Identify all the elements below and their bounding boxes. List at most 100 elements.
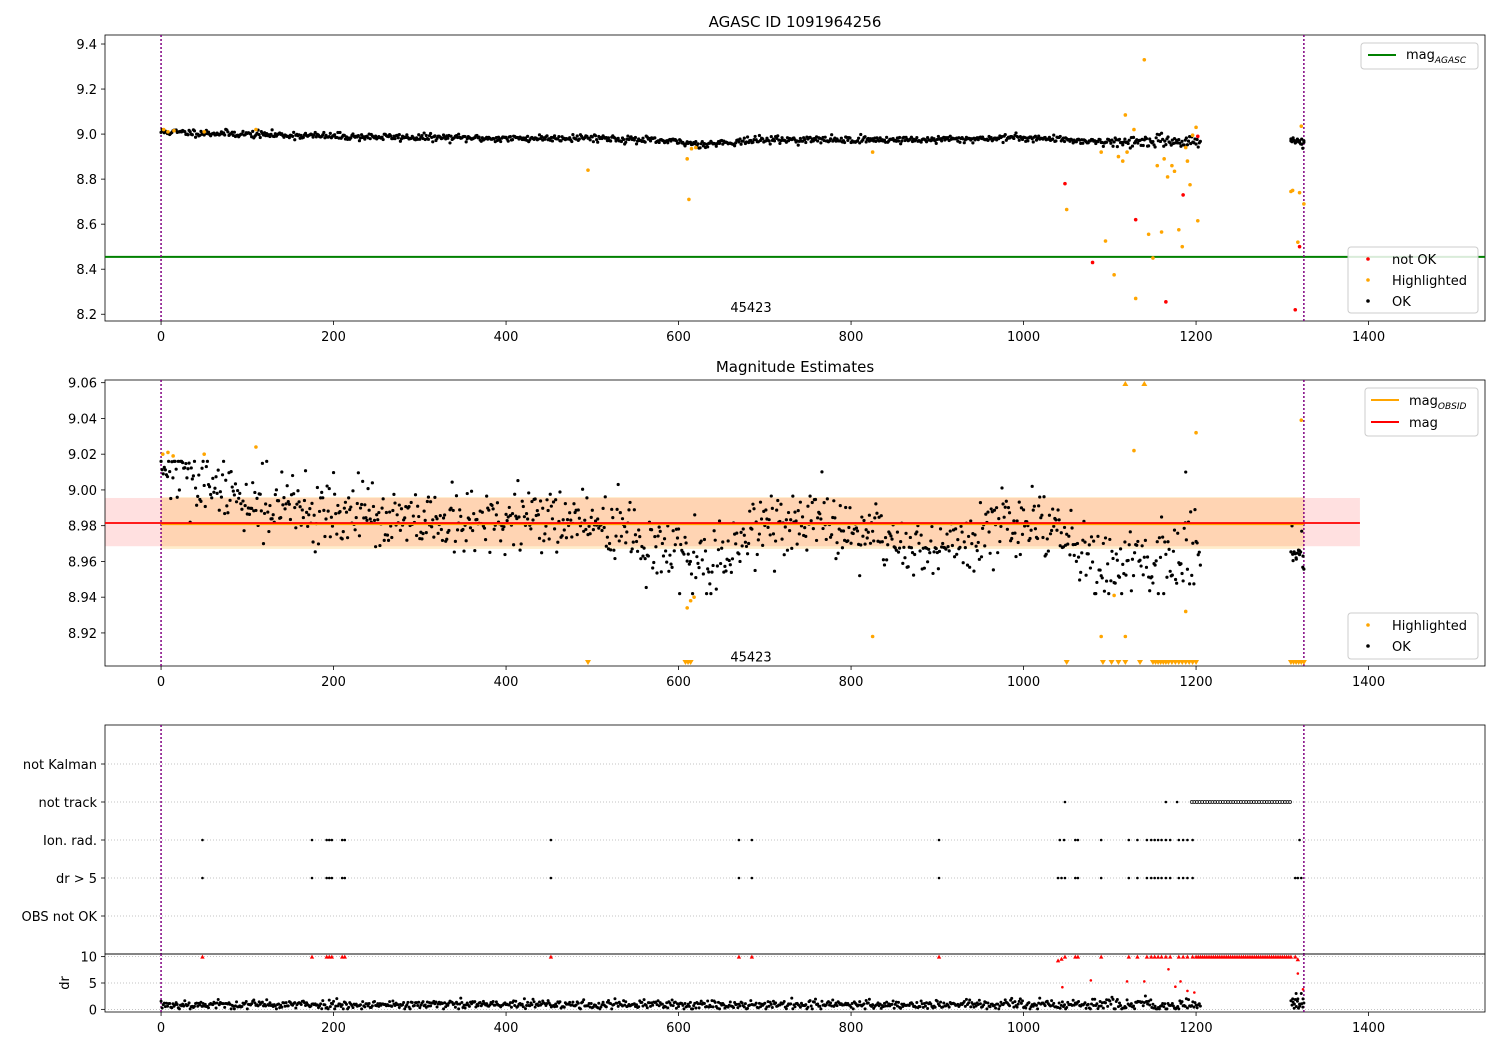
dr-point [686,1002,690,1006]
ok-point [903,556,907,560]
ok-point [955,552,959,556]
ok-point [416,504,420,508]
ok-point [1048,532,1053,536]
dr-point [293,1001,297,1005]
offscale-high-marker [1141,381,1148,386]
dr-point [360,1007,364,1011]
dr-point [1183,1004,1187,1008]
ok-point [1172,528,1177,532]
dr-point [359,1003,363,1007]
ok-point [682,552,686,556]
ok-point [409,500,413,505]
dr-point [1035,1003,1038,1007]
ok-point [637,528,641,532]
ok-point [491,507,495,511]
dr-point [267,1003,271,1007]
ok-point [297,500,301,504]
ok-point [643,140,647,144]
ok-point [619,139,624,144]
ok-point [320,490,324,494]
dr-point [687,1004,691,1008]
ok-point [192,459,197,463]
dr-point [467,1004,471,1008]
ok-point [455,528,460,532]
ok-point [1182,143,1186,147]
ok-point [606,136,611,140]
dr-point [417,1000,421,1004]
ok-point [1109,141,1113,145]
ok-point [864,528,868,532]
ok-point [607,541,612,546]
ok-point [201,459,205,463]
ok-point [737,140,741,144]
ok-point [505,519,509,523]
ok-point [980,526,985,531]
dr-point [892,1006,896,1010]
x-tick-label: 1000 [1007,675,1040,690]
ok-point [290,473,295,478]
flag-point [1181,838,1185,842]
ok-point [328,535,332,539]
ok-point [324,517,328,521]
ok-point [521,504,525,509]
dr-point [728,1000,732,1004]
ok-point [258,492,262,496]
dr-point [769,1002,773,1006]
dr-point [1198,1004,1202,1008]
dr-point [1086,1002,1090,1006]
highlighted-point [1183,145,1188,150]
y-tick-label: 5 [89,977,97,992]
y-tick-label: 10 [80,951,97,966]
ok-point [562,528,566,532]
flag-point [1298,838,1301,842]
ok-point [550,517,555,521]
ok-point [1087,543,1091,547]
flag-point [1164,838,1168,842]
flag-point [1186,876,1189,880]
highlighted-point [1180,244,1185,249]
ok-point [738,559,742,564]
ok-point [1092,539,1096,543]
ok-point [162,465,166,470]
dr-point [183,999,187,1003]
ok-point [420,537,424,541]
ok-point [1181,579,1185,583]
dr-point [770,1006,774,1010]
ok-point [351,489,355,493]
ok-point [783,525,787,529]
ok-point [948,529,952,533]
ok-point [204,464,208,469]
dr-point [1195,1006,1199,1010]
ok-point [714,144,718,148]
ok-point [885,135,889,139]
ok-point [357,139,362,143]
dr-point [578,1007,582,1011]
ok-point [696,142,700,146]
dr-point [738,1004,742,1008]
highlighted-point [1132,127,1136,132]
dr-point [273,1004,277,1008]
y-tick-label: 9.06 [68,377,97,392]
ok-point [385,533,390,537]
ok-point [307,513,311,517]
ok-point [924,140,929,144]
x-tick-label: 1000 [1007,330,1040,345]
ok-point [755,552,759,557]
highlighted-point [1302,202,1306,206]
flag-point [1233,800,1238,804]
ok-point [1107,592,1111,596]
dr-point [878,1002,882,1006]
ok-point [694,576,698,580]
ok-point [587,524,591,528]
offscale-low-marker [1099,660,1106,665]
dr-point [412,1004,416,1008]
flag-point [1231,800,1236,804]
ok-point [537,133,542,137]
ok-point [467,517,472,521]
ok-point [658,529,662,533]
dr-high-marker [936,954,942,959]
ok-point [413,493,418,497]
ok-point [1196,145,1200,149]
dr-point [895,1004,899,1008]
ok-point [798,136,802,141]
